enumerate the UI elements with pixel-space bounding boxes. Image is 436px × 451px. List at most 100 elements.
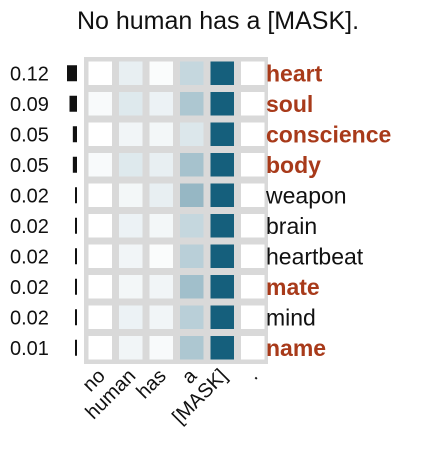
prediction-word: heart xyxy=(266,60,323,86)
heatmap-cell xyxy=(149,153,173,177)
heatmap-cell xyxy=(210,336,234,360)
probability-bar xyxy=(69,95,77,112)
heatmap-cell xyxy=(180,244,204,268)
heatmap-cell xyxy=(88,336,112,360)
heatmap-cell xyxy=(88,275,112,299)
heatmap-cell xyxy=(180,336,204,360)
prediction-word: weapon xyxy=(265,182,347,208)
probability-label: 0.12 xyxy=(10,63,49,85)
heatmap-cell xyxy=(180,61,204,85)
prediction-word: body xyxy=(266,152,321,178)
heatmap-cell xyxy=(241,183,265,207)
heatmap-cell xyxy=(210,305,234,329)
heatmap-cell xyxy=(149,275,173,299)
heatmap-cell xyxy=(241,92,265,116)
heatmap-cell xyxy=(180,214,204,238)
probability-label: 0.02 xyxy=(10,307,49,329)
probability-bars xyxy=(67,65,77,356)
probability-bar xyxy=(75,187,77,204)
heatmap-cell xyxy=(241,336,265,360)
prediction-word: brain xyxy=(266,213,317,239)
token-label: [MASK] xyxy=(168,365,231,428)
prediction-word: name xyxy=(266,335,326,361)
heatmap-cell xyxy=(210,183,234,207)
heatmap-grid-background xyxy=(84,57,268,364)
probability-label: 0.02 xyxy=(10,246,49,268)
probability-label: 0.02 xyxy=(10,185,49,207)
heatmap-cell xyxy=(149,244,173,268)
token-label: . xyxy=(243,365,262,384)
heatmap-cell xyxy=(149,305,173,329)
heatmap-cell xyxy=(241,305,265,329)
heatmap-cell xyxy=(149,183,173,207)
prediction-word: heartbeat xyxy=(266,243,364,269)
prediction-words: heart soul conscience body weapon brain heartb… xyxy=(265,60,391,361)
heatmap-cells xyxy=(88,61,265,360)
probability-bar xyxy=(67,65,77,82)
heatmap-cell xyxy=(119,214,143,238)
heatmap-cell xyxy=(210,92,234,116)
token-label: has xyxy=(132,365,170,403)
probability-labels: 0.12 0.09 0.05 0.05 0.02 0.02 0.02 0.02 0.02 0.01 xyxy=(10,63,49,360)
heatmap-cell xyxy=(119,244,143,268)
heatmap-cell xyxy=(210,61,234,85)
prediction-word: conscience xyxy=(266,121,391,147)
probability-bar xyxy=(72,156,77,173)
heatmap-cell xyxy=(241,153,265,177)
heatmap-cell xyxy=(88,214,112,238)
heatmap-cell xyxy=(88,92,112,116)
heatmap-cell xyxy=(241,122,265,146)
heatmap-cell xyxy=(241,244,265,268)
heatmap-cell xyxy=(210,214,234,238)
heatmap-cell xyxy=(210,153,234,177)
heatmap-cell xyxy=(119,153,143,177)
probability-label: 0.05 xyxy=(10,155,49,177)
heatmap-cell xyxy=(88,122,112,146)
heatmap-cell xyxy=(119,275,143,299)
probability-bar xyxy=(75,278,77,295)
chart-title: No human has a [MASK]. xyxy=(77,7,359,35)
heatmap-cell xyxy=(88,244,112,268)
probability-bar xyxy=(75,309,77,326)
heatmap-cell xyxy=(88,183,112,207)
prediction-word: mate xyxy=(266,274,320,300)
heatmap-cell xyxy=(241,275,265,299)
probability-label: 0.01 xyxy=(10,338,49,360)
heatmap-cell xyxy=(119,92,143,116)
probability-label: 0.05 xyxy=(10,124,49,146)
heatmap-cell xyxy=(241,61,265,85)
heatmap-cell xyxy=(180,305,204,329)
heatmap-cell xyxy=(149,122,173,146)
heatmap-cell xyxy=(149,336,173,360)
heatmap-cell xyxy=(210,122,234,146)
heatmap-cell xyxy=(241,214,265,238)
heatmap-cell xyxy=(180,92,204,116)
heatmap-cell xyxy=(88,305,112,329)
probability-bar xyxy=(75,248,77,265)
heatmap-cell xyxy=(88,153,112,177)
heatmap-cell xyxy=(180,122,204,146)
probability-bar xyxy=(75,217,77,234)
probability-bar xyxy=(75,339,77,356)
heatmap-cell xyxy=(180,275,204,299)
heatmap-cell xyxy=(149,61,173,85)
heatmap-cell xyxy=(149,92,173,116)
probability-label: 0.09 xyxy=(10,94,49,116)
heatmap-cell xyxy=(88,61,112,85)
heatmap-cell xyxy=(119,336,143,360)
heatmap-cell xyxy=(119,305,143,329)
heatmap-cell xyxy=(149,214,173,238)
heatmap-cell xyxy=(180,153,204,177)
probability-label: 0.02 xyxy=(10,277,49,299)
heatmap-cell xyxy=(119,122,143,146)
heatmap-cell xyxy=(119,61,143,85)
heatmap-cell xyxy=(119,183,143,207)
prediction-word: mind xyxy=(266,304,316,330)
heatmap-cell xyxy=(210,244,234,268)
probability-bar xyxy=(72,126,77,143)
heatmap-cell xyxy=(210,275,234,299)
heatmap-cell xyxy=(180,183,204,207)
probability-label: 0.02 xyxy=(10,216,49,238)
